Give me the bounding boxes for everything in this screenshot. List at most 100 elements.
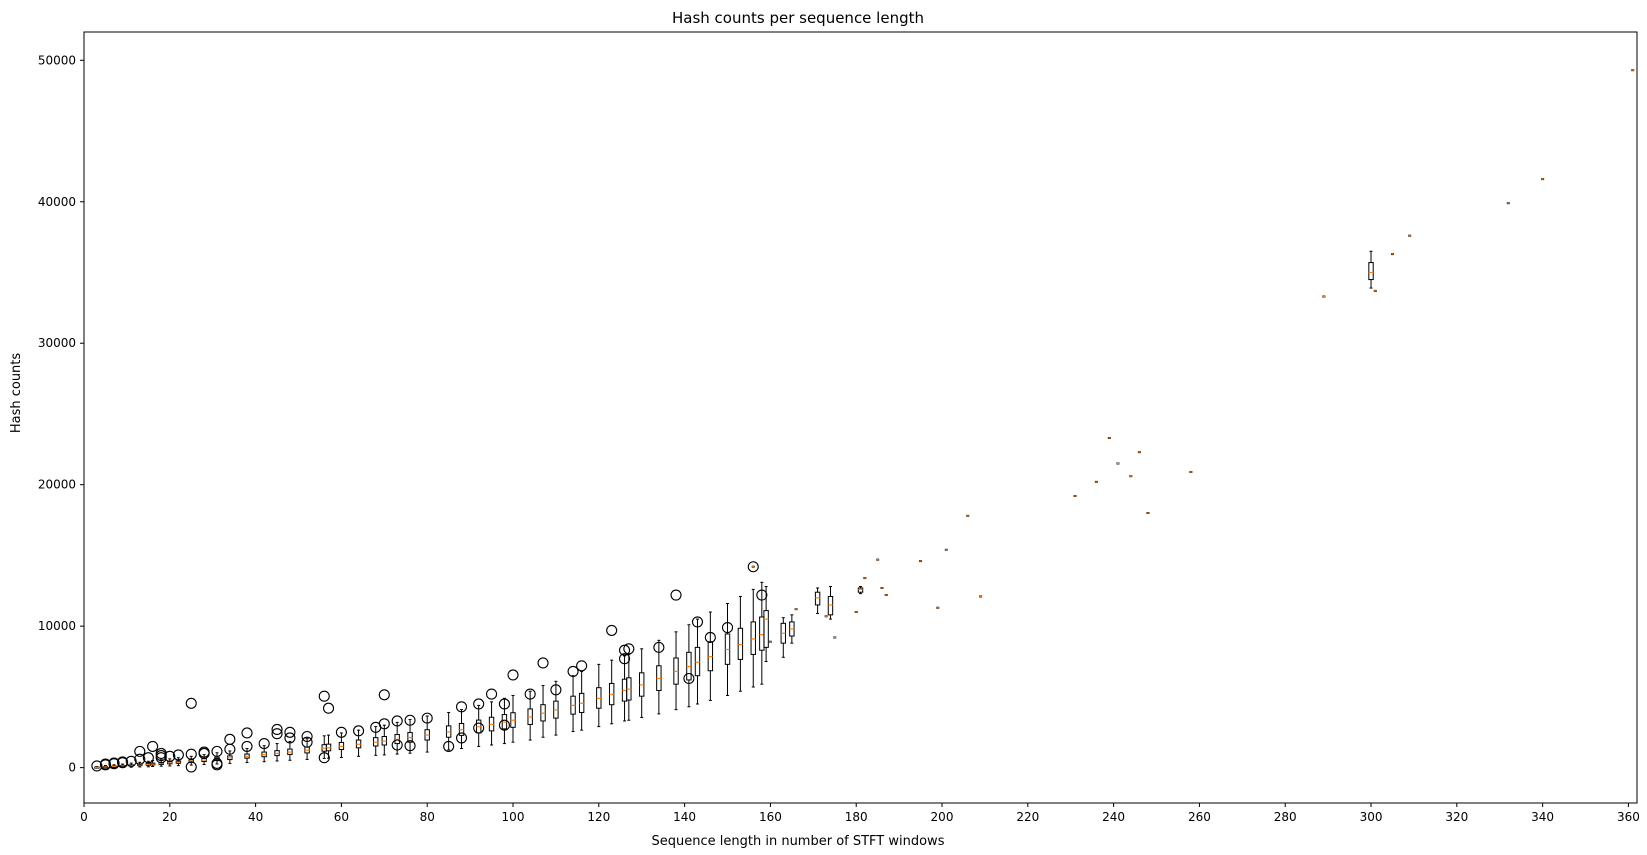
x-tick-label: 320 [1445,810,1468,824]
outlier-point [473,722,485,734]
outlier-point [576,660,588,672]
box [814,587,821,614]
outlier-point [99,758,112,770]
outlier-point [284,726,296,738]
box [567,665,579,733]
box-body [827,595,834,616]
box [258,738,270,763]
outlier-point [550,684,562,696]
outlier-point [211,757,223,769]
box [443,711,455,752]
outlier-point [378,689,390,701]
outlier-point [473,698,485,710]
outlier-point [683,672,695,685]
box [455,701,468,750]
plot-area [91,69,1635,773]
outlier-point [142,752,154,764]
outlier-point [606,624,618,636]
outlier-point [391,739,403,751]
chart-title: Hash counts per sequence length [672,9,924,27]
outlier-point [507,669,519,681]
y-tick-label: 50000 [38,53,76,67]
outlier-point [185,761,197,773]
outlier-point [164,750,176,762]
y-tick-label: 0 [68,761,76,775]
box [335,726,347,758]
outlier-point [117,756,129,768]
outlier-point [391,715,403,727]
outlier-point [567,665,579,677]
box [704,611,716,701]
box [486,688,498,746]
x-tick-label: 280 [1274,810,1297,824]
x-tick-label: 100 [502,810,525,824]
box [524,688,536,741]
outlier-point [125,755,137,767]
outlier-point [486,688,498,700]
box [606,624,618,725]
box [142,752,154,768]
outlier-point [443,740,455,752]
x-tick-label: 300 [1360,810,1383,824]
outlier-point [301,730,313,743]
outlier-point [271,723,283,735]
box [271,723,283,762]
x-tick-label: 40 [248,810,263,824]
outlier-point [185,748,197,760]
box [789,614,795,644]
y-tick-label: 10000 [38,619,76,633]
outlier-point [691,616,704,628]
outlier-point [653,641,665,653]
outlier-point [404,714,416,726]
box [1368,250,1374,289]
outlier-point [618,653,631,665]
box [241,727,253,764]
box [780,617,786,658]
box-body [814,591,821,606]
outlier-point [537,657,549,669]
outlier-point [211,745,223,757]
outlier-point [284,732,296,744]
outlier-point [498,719,510,731]
box [172,749,184,767]
box [721,603,734,696]
x-tick-label: 60 [334,810,349,824]
x-tick-label: 360 [1617,810,1640,824]
y-tick-label: 40000 [38,195,76,209]
box [134,745,146,768]
outlier-point [455,701,468,713]
outlier-point [91,760,103,772]
box [737,595,744,692]
x-tick-label: 160 [759,810,782,824]
box [827,586,834,620]
x-tick-label: 260 [1188,810,1211,824]
outlier-point [747,561,759,573]
outlier-point [108,757,120,769]
box [421,712,433,753]
x-tick-label: 220 [1016,810,1039,824]
outlier-point [185,697,197,709]
box [623,643,635,721]
box-body [1368,262,1374,281]
outlier-point [618,644,631,656]
outlier-point [721,622,734,634]
box [147,740,159,768]
box [370,721,382,756]
box-body [763,610,769,648]
box [639,648,645,718]
box [198,746,210,766]
box [155,747,167,767]
x-tick-label: 200 [931,810,954,824]
outlier-point [147,740,159,752]
box [747,561,759,688]
x-tick-label: 0 [80,810,88,824]
box [301,730,313,760]
box [670,589,682,711]
box [164,750,176,767]
outlier-point [455,732,468,744]
box-body [750,621,756,655]
box [378,689,390,756]
outlier-point [670,589,682,601]
